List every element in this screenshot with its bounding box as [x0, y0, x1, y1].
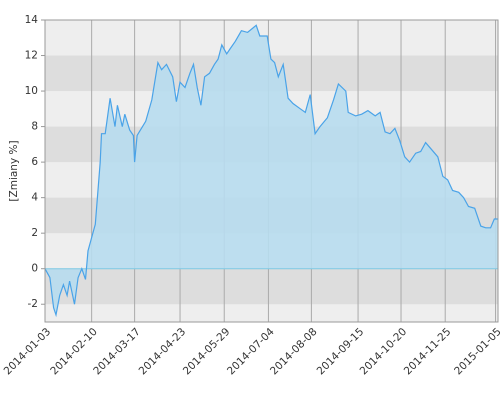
y-tick-label: 14	[25, 14, 39, 26]
y-axis-label: [Zmiany %]	[8, 140, 20, 201]
area-fill	[45, 25, 498, 315]
x-tick-label: 2014-01-03	[2, 326, 54, 378]
y-tick-label: 2	[31, 227, 38, 239]
series-line	[44, 24, 498, 318]
y-tick-label: 0	[31, 263, 38, 275]
plot-border	[44, 19, 499, 323]
grid-band	[45, 268, 498, 305]
y-tick-label: -2	[28, 298, 38, 310]
y-tick-label: 10	[25, 85, 38, 97]
y-tick-label: 8	[31, 121, 38, 133]
y-tick-label: 4	[31, 192, 38, 204]
x-tick-label: 2015-01-05	[452, 326, 500, 378]
x-tick-label: 2014-11-25	[402, 326, 454, 378]
y-tick-label: 12	[25, 50, 38, 62]
y-tick-label: 6	[31, 156, 38, 168]
